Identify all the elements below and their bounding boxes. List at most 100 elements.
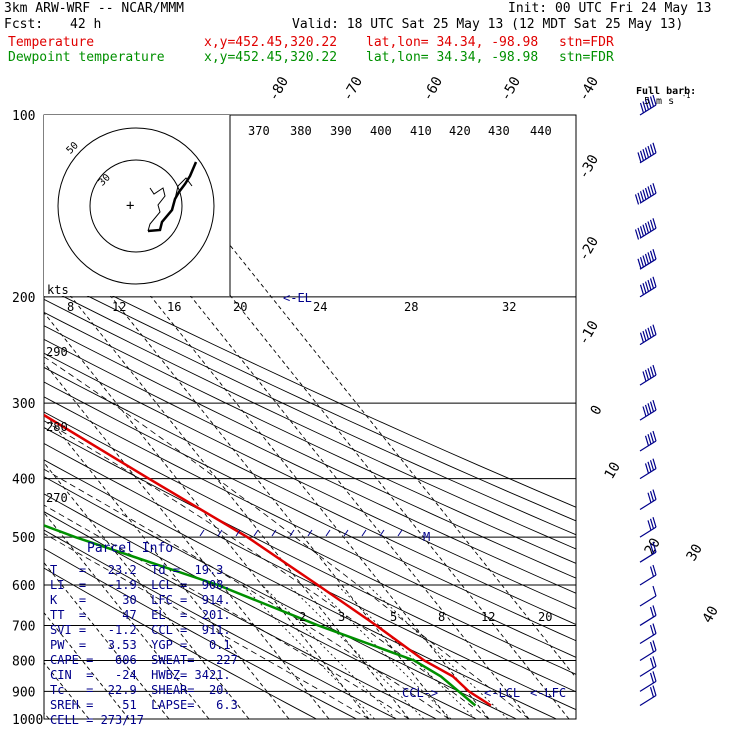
layer-wind-tick [271,529,277,537]
layer-wind-tick [307,529,313,537]
wind-barb-flag [634,229,640,240]
theta-label: 390 [330,124,352,138]
wind-barb-flag [637,227,642,239]
wind-barb-flag [647,279,652,291]
wind-barb-flag [642,330,647,342]
pressure-tick-label: 500 [12,531,35,546]
parcel-row-tt: TT = 47 EL = 201. [50,608,231,622]
wind-barb-flag [652,142,657,153]
wind-barb-staff [639,695,657,707]
wind-barb-flag [642,189,647,200]
pressure-tick-label: 100 [12,109,35,124]
wind-barb-flag [652,542,657,553]
legend-temperature-latlon: lat,lon= 34.34, -98.98 [366,35,539,50]
legend-dewpoint-latlon: lat,lon= 34.34, -98.98 [366,50,539,65]
el-marker: <-EL [283,291,312,305]
parcel-row-li: LI = -1.9 LCL = 908. [50,578,231,592]
wind-barb-flag [652,364,657,376]
wind-barb-flag [649,518,655,529]
isotherm-line [44,612,130,719]
hodograph-speed-label: 20 [233,300,247,314]
wind-barb-flag [649,401,655,412]
wind-barb-flag [649,96,655,107]
wind-barb-flag [639,102,645,114]
layer-wind-tick [397,529,403,537]
wind-barb-flag [652,585,657,597]
theta-left-label: 290 [46,345,68,359]
wind-barb-flag [652,324,657,335]
wind-barb-staff [639,633,657,645]
m-marker: M [423,530,430,544]
theta-label: 440 [530,124,552,138]
wind-barb-staff [639,649,657,661]
wind-barb-flag [644,435,650,446]
hodograph-background [44,115,230,296]
hodograph-speed-label: 28 [404,300,418,314]
dry-adiabat-line [44,396,576,658]
wind-barb-staff [639,499,657,511]
hodograph-center-mark: + [126,198,134,214]
hodograph-speed-label: 32 [502,300,516,314]
hodograph-trace-light [174,177,193,200]
layer-wind-tick [253,529,259,537]
wind-barb-flag [649,624,655,636]
mixing-ratio-label: 5 [390,610,397,624]
dry-adiabat-line [44,352,576,610]
wind-barb-flag [647,252,652,263]
dry-adiabat-line [44,311,576,564]
isotherm-label: -10 [576,318,603,348]
wind-barb-flag [649,250,655,261]
wind-barb-flag [649,566,655,577]
wind-barb-flag [642,406,647,417]
theta-label: 430 [488,124,510,138]
wind-barb-flag [647,520,652,531]
wind-barb-flag [652,640,657,651]
isotherm-label: 20 [642,535,664,558]
wind-barb-flag [652,218,657,229]
wind-barb-flag [652,276,657,287]
dewpoint-profile [44,524,477,707]
dry-adiabat-line [44,411,576,675]
isotherm-label: 30 [684,541,706,564]
dry-adiabat-line [44,511,437,719]
legend-temperature-xy: x,y=452.45,320.22 [204,35,338,50]
isotherm-label: -50 [498,74,525,104]
wind-barb-flag [644,404,650,416]
wind-barb-staff [639,526,657,538]
wind-barb-flag [649,432,655,443]
isotherm-label: -70 [340,74,367,104]
theta-label: 370 [248,124,270,138]
wind-barb-flag [642,283,647,294]
mixing-ratio-label: 12 [481,610,495,624]
wind-barb-flag [639,332,645,343]
wind-barb-flag [642,101,647,112]
wind-barb-staff [639,680,657,692]
layer-wind-tick [379,529,385,537]
hodograph-speed-label: 24 [313,300,327,314]
wind-barb-flag [649,490,655,502]
wind-barb-flag [647,368,652,379]
wind-barb-flag [649,460,655,471]
wind-barb-flag [642,149,647,160]
wind-barb-flag [652,399,657,411]
wind-barb-staff [639,551,657,563]
wind-barb-staff [639,152,657,164]
wind-barb-staff [639,468,657,480]
legend-temperature-stn: stn=FDR [559,35,614,50]
mixing-ratio-label: 8 [438,610,445,624]
dry-adiabat-line [44,261,576,508]
dry-adiabat-line [44,338,576,594]
mixing-ratio-label: 3 [338,610,345,624]
isotherm-line [44,562,170,719]
wind-barb-flag [649,144,655,155]
wind-barb-flag [649,606,655,618]
wind-barb-flag [647,492,652,503]
hodograph-units: kts [47,283,69,297]
wind-barb-flag [639,150,645,161]
parcel-row-cin: CIN = -24 HWBZ= 3421. [50,668,231,682]
wind-barb-flag [644,222,650,234]
mixing-ratio-line [336,584,476,719]
moist-adiabat-line [44,356,530,719]
wind-barb-flag [642,371,647,382]
wind-barb-staff [639,665,657,677]
